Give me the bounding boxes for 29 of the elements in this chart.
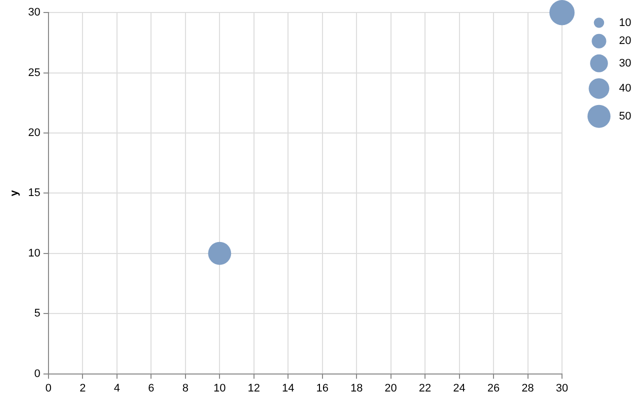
x-tick-label: 6	[148, 382, 154, 394]
x-tick-label: 2	[80, 382, 86, 394]
legend-label: 40	[619, 82, 632, 95]
y-tick-label: 15	[28, 187, 40, 200]
x-tick-label: 10	[214, 382, 226, 394]
x-tick-label: 8	[182, 382, 188, 394]
y-tick-label: 30	[28, 6, 40, 19]
x-tick-label: 22	[418, 382, 432, 394]
legend-label: 50	[619, 110, 632, 122]
y-tick-label: 20	[28, 127, 40, 140]
x-tick-label: 0	[45, 382, 52, 394]
x-tick-label: 28	[522, 382, 534, 394]
x-tick-label: 14	[282, 382, 294, 394]
y-tick-label: 25	[28, 66, 40, 79]
x-tick-label: 20	[384, 382, 397, 394]
x-tick-label: 12	[248, 382, 260, 394]
x-tick-label: 16	[316, 382, 328, 394]
y-tick-label: 5	[34, 308, 40, 320]
x-tick-label: 24	[453, 382, 466, 394]
x-tick-label: 26	[487, 382, 500, 394]
y-tick-label: 10	[28, 247, 40, 260]
x-tick-label: 4	[114, 382, 120, 394]
legend-label: 30	[619, 57, 632, 70]
x-tick-label: 18	[350, 382, 363, 394]
legend-label: 20	[619, 35, 632, 48]
y-axis-title: y	[8, 189, 21, 196]
legend-label: 10	[619, 16, 632, 29]
y-tick-label: 0	[34, 368, 40, 380]
x-tick-label: 30	[556, 382, 568, 394]
